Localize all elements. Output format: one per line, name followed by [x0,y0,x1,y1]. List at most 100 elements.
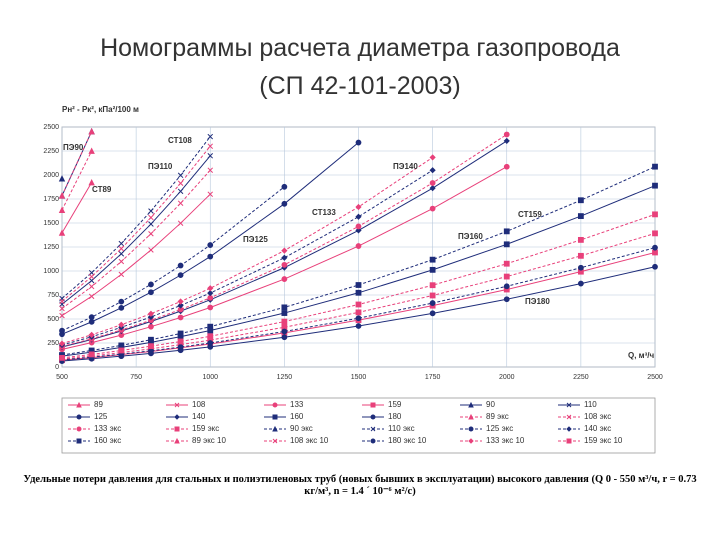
legend-label: 160 [290,412,304,421]
legend-label: 140 экс [584,424,611,433]
marker [355,243,362,249]
marker [503,273,510,280]
marker [355,213,362,220]
y-tick-label: 1500 [43,220,59,227]
legend-label: 108 экс 10 [290,436,329,445]
marker [207,289,214,297]
marker [281,183,288,190]
legend-label: 89 экс [486,412,509,421]
marker [207,340,214,346]
marker [207,242,214,248]
chart: Рн² - Рк², кПа²/100 м Q, м³/ч 0 250 500 750… [43,105,663,454]
legend-label: 125 [94,412,108,421]
x-tick-label: 1250 [277,374,293,381]
curve-label: ПЭ125 [243,235,268,244]
marker [148,281,154,288]
marker [148,247,154,253]
marker [118,245,125,252]
legend-label: 159 экс 10 [584,436,623,445]
marker [503,283,510,290]
marker [355,289,362,296]
marker [577,252,584,259]
marker [577,197,584,204]
marker [88,351,95,358]
series-line [61,185,656,357]
legend-marker [174,426,180,432]
marker [577,280,584,287]
legend-label: 89 [94,400,103,409]
slide-subtitle: (СП 42-101-2003) [259,72,461,100]
marker [429,300,436,306]
marker [281,334,288,341]
marker [148,214,154,221]
slide-title: Номограммы расчета диаметра газопровода [100,34,620,62]
marker [148,323,154,330]
legend-marker [468,413,474,420]
marker [429,205,436,212]
series-line [61,182,93,234]
marker [58,175,66,182]
marker [148,208,154,214]
marker [58,206,66,213]
curve-label: ПЭ180 [525,297,550,306]
legend-marker [272,438,278,444]
marker [207,191,214,197]
y-tick-label: 250 [47,340,59,347]
marker [207,323,214,330]
marker [147,310,155,317]
legend-label: 125 экс [486,424,513,433]
series-line [61,134,508,347]
marker [59,305,65,312]
legend-marker [566,402,572,408]
marker [148,343,154,350]
legend-marker [272,402,278,408]
legend-label: 110 [584,400,597,409]
marker [207,253,214,260]
x-tick-label: 1750 [425,374,441,381]
legend-label: 108 экс [584,412,611,421]
marker [147,313,155,321]
legend-marker [468,401,474,408]
marker [88,293,95,300]
marker [88,147,95,154]
y-tick-label: 1750 [43,196,59,203]
curve-label: ПЭ160 [458,232,483,241]
legend-label: 180 [388,412,402,421]
marker [88,331,95,338]
marker [177,338,184,345]
series-line [61,136,211,299]
marker [503,296,510,303]
curve-label: СТ159 [518,210,542,219]
marker [58,340,66,347]
marker [281,254,288,261]
marker [503,131,510,138]
x-tick-label: 500 [56,374,68,381]
marker [177,314,184,321]
legend-marker [174,437,180,444]
marker [58,192,66,199]
marker [177,172,184,179]
marker [88,318,95,325]
legend-marker [76,426,82,432]
marker [652,249,658,256]
legend-label: 110 экс [388,424,415,433]
legend-label: 133 [290,400,304,409]
marker [355,301,362,308]
marker [177,330,184,337]
marker [177,302,184,309]
marker [207,294,214,301]
legend-label: 140 [192,412,206,421]
x-tick-label: 2000 [499,374,515,381]
curve-label: СТ133 [312,208,336,217]
curve-label: ПЭ140 [393,162,418,171]
marker [177,188,184,195]
series-line [61,266,656,362]
marker [503,137,510,145]
marker [207,143,214,149]
series-line [61,247,656,361]
legend-marker [76,438,82,444]
marker [429,256,436,263]
marker [355,309,362,316]
marker [281,261,288,268]
legend-box [61,397,656,454]
